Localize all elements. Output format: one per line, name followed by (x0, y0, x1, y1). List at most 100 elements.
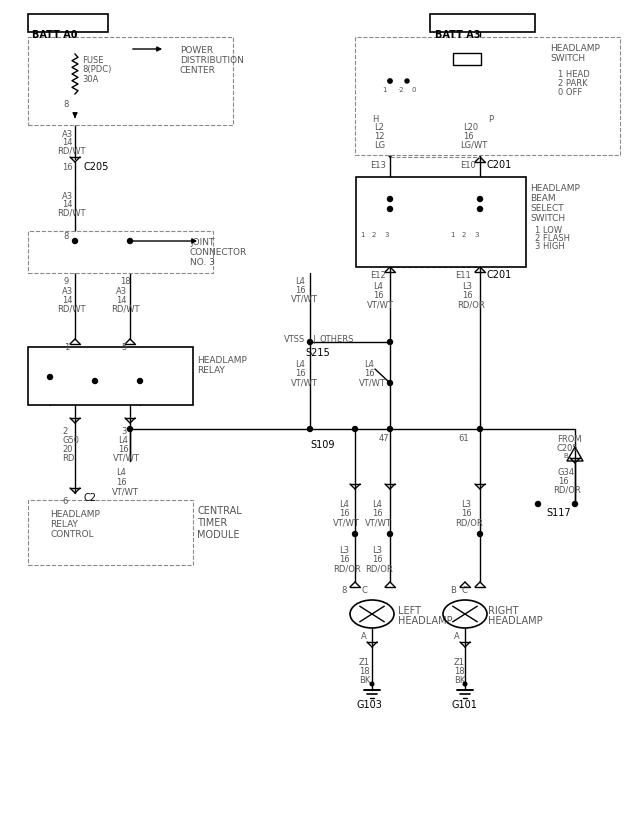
Text: L20: L20 (463, 123, 478, 132)
Text: LEFT: LEFT (398, 605, 421, 615)
Text: A: A (361, 631, 367, 640)
Text: 12: 12 (374, 132, 385, 140)
Text: 16: 16 (463, 132, 474, 140)
Bar (430, 15, 535, 33)
Text: E10: E10 (460, 161, 476, 170)
Text: 3: 3 (384, 232, 388, 237)
Text: 8(PDC): 8(PDC) (82, 65, 111, 74)
Text: CONNECTOR: CONNECTOR (190, 247, 247, 257)
Bar (28, 38, 233, 126)
Circle shape (370, 682, 374, 686)
Text: NO. 3: NO. 3 (190, 257, 215, 267)
Text: C: C (462, 585, 468, 594)
Text: TIMER: TIMER (197, 517, 227, 528)
Circle shape (72, 239, 77, 244)
Text: L4: L4 (295, 359, 305, 369)
Circle shape (307, 427, 312, 432)
Text: 16: 16 (558, 477, 568, 486)
Text: RD/WT: RD/WT (111, 303, 140, 313)
Text: BEAM: BEAM (530, 194, 556, 203)
Text: B: B (450, 585, 456, 594)
Text: SELECT: SELECT (530, 204, 564, 212)
Circle shape (387, 207, 392, 212)
Text: A3: A3 (116, 287, 127, 296)
Text: VT/WT: VT/WT (291, 293, 318, 303)
Circle shape (127, 427, 132, 432)
Text: HEADLAMP: HEADLAMP (197, 355, 247, 364)
Text: RD: RD (62, 453, 74, 462)
Circle shape (405, 80, 409, 84)
Text: 3 HIGH: 3 HIGH (535, 242, 564, 251)
Text: 16: 16 (462, 291, 472, 299)
Bar (28, 15, 108, 33)
Text: 18: 18 (454, 666, 465, 675)
Text: FUSE: FUSE (82, 56, 104, 65)
Text: 16: 16 (339, 554, 349, 563)
Text: P: P (488, 115, 493, 124)
Circle shape (477, 427, 483, 432)
Text: SWITCH: SWITCH (550, 54, 585, 63)
Text: 16: 16 (372, 554, 383, 563)
Text: 1 HEAD: 1 HEAD (558, 70, 589, 79)
Circle shape (353, 532, 358, 537)
Circle shape (138, 379, 143, 384)
Text: 18: 18 (359, 666, 370, 675)
Text: 8: 8 (341, 585, 346, 594)
Text: MODULE: MODULE (197, 529, 239, 539)
Text: VT/WT: VT/WT (333, 517, 360, 527)
Text: VT/WT: VT/WT (113, 453, 140, 462)
Text: C2: C2 (83, 492, 96, 502)
Text: 2: 2 (462, 232, 467, 237)
Text: RD/WT: RD/WT (57, 145, 86, 155)
Text: 16: 16 (295, 286, 306, 294)
Text: L4: L4 (339, 499, 349, 508)
Text: VT/WT: VT/WT (112, 487, 139, 497)
Text: BK: BK (454, 675, 465, 684)
Text: L2: L2 (374, 123, 384, 132)
Text: 14: 14 (62, 200, 72, 209)
Circle shape (387, 381, 392, 386)
Circle shape (127, 239, 132, 244)
Text: B: B (563, 452, 568, 458)
Text: 20: 20 (62, 445, 72, 453)
Text: VT/WT: VT/WT (359, 378, 386, 386)
Text: 1: 1 (360, 232, 365, 237)
Text: 16: 16 (373, 291, 383, 299)
Text: L3: L3 (462, 282, 472, 291)
Text: E13: E13 (370, 161, 386, 170)
Text: 2: 2 (62, 426, 67, 436)
Text: 16: 16 (118, 445, 129, 453)
Text: G50: G50 (62, 436, 79, 445)
Circle shape (388, 80, 392, 84)
Text: RD/OR: RD/OR (553, 486, 580, 494)
Text: A3: A3 (62, 287, 73, 296)
Text: VT/WT: VT/WT (291, 378, 318, 386)
Text: |: | (313, 334, 316, 344)
Circle shape (388, 80, 392, 84)
Text: RELAY: RELAY (50, 519, 78, 528)
Text: SWITCH: SWITCH (530, 214, 565, 222)
Text: 8: 8 (63, 232, 68, 241)
Text: 5: 5 (121, 343, 126, 352)
Text: 3: 3 (474, 232, 479, 237)
Text: L4: L4 (295, 277, 305, 286)
Bar (28, 232, 213, 273)
Text: CENTRAL: CENTRAL (197, 506, 242, 515)
Text: VT/WT: VT/WT (365, 517, 392, 527)
Text: 61: 61 (458, 434, 468, 442)
Bar (453, 54, 481, 66)
Text: L4: L4 (372, 499, 382, 508)
Text: L4: L4 (364, 359, 374, 369)
Text: 0 OFF: 0 OFF (558, 88, 582, 97)
Text: S117: S117 (546, 507, 571, 517)
Text: OTHERS: OTHERS (320, 334, 355, 344)
Text: FROM: FROM (557, 435, 582, 443)
Text: 16: 16 (62, 163, 72, 171)
Text: 18: 18 (120, 277, 131, 286)
Text: S109: S109 (310, 440, 335, 450)
Text: RIGHT: RIGHT (488, 605, 518, 615)
Text: A3: A3 (62, 130, 73, 139)
Text: A: A (454, 631, 460, 640)
Bar (355, 38, 620, 155)
Bar (28, 501, 193, 565)
